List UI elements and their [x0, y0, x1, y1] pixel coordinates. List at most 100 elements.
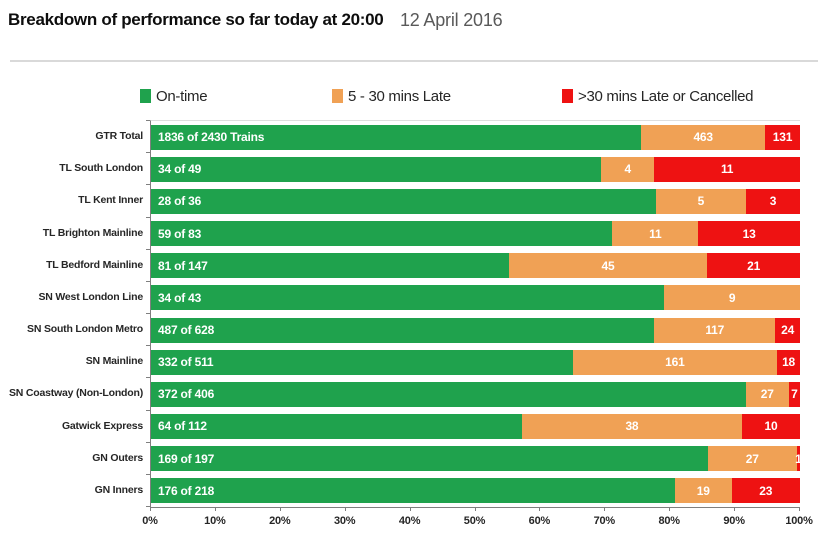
x-axis-label: 40%	[398, 515, 421, 527]
category-label: SN South London Metro	[27, 323, 143, 336]
bar-row: 34 of 49 4 11	[151, 153, 800, 185]
x-axis-label: 10%	[204, 515, 226, 527]
y-axis-tick	[146, 184, 150, 186]
bar-segment-late: 5	[655, 188, 746, 214]
stacked-bar: 28 of 36 5 3	[151, 188, 800, 214]
bar-value-label: 27	[745, 451, 759, 466]
x-axis-tick	[669, 507, 671, 511]
bar-value-label: 34 of 43	[158, 290, 202, 305]
bar-value-label: 18	[782, 355, 796, 370]
bar-segment-very-late: 18	[777, 349, 800, 375]
bar-value-label: 27	[760, 387, 774, 402]
x-axis-label: 0%	[142, 515, 158, 527]
x-axis-label: 100%	[785, 515, 813, 527]
bar-value-label: 19	[696, 483, 710, 498]
bar-value-label: 38	[625, 419, 639, 434]
bar-segment-late: 38	[521, 413, 743, 439]
bar-segment-very-late: 21	[707, 253, 800, 279]
page-title: Breakdown of performance so far today at…	[8, 10, 384, 29]
bar-segment-late: 161	[572, 349, 778, 375]
bar-value-label: 24	[781, 323, 795, 338]
bar-segment-on-time: 34 of 43	[151, 285, 665, 311]
x-axis-tick	[279, 507, 281, 511]
category-label: GN Outers	[92, 451, 143, 464]
category-label: TL South London	[59, 162, 143, 175]
bar-segment-on-time: 1836 of 2430 Trains	[151, 124, 642, 150]
bar-value-label: 176 of 218	[158, 483, 215, 498]
stacked-bar: 59 of 83 11 13	[151, 221, 800, 247]
x-axis-label: 80%	[658, 515, 680, 527]
x-axis-label: 50%	[463, 515, 486, 527]
bar-segment-late: 45	[508, 253, 708, 279]
category-label: TL Brighton Mainline	[42, 226, 143, 239]
late-swatch-icon	[332, 89, 343, 103]
bar-segment-very-late: 23	[731, 478, 800, 504]
bar-segment-late: 4	[601, 156, 655, 182]
x-axis-label: 20%	[269, 515, 291, 527]
y-axis-tick	[146, 313, 150, 314]
legend-label: On-time	[156, 87, 208, 105]
bar-segment-late: 117	[654, 317, 776, 343]
stacked-bar: 169 of 197 27 1	[151, 446, 802, 472]
y-axis-tick	[146, 506, 150, 507]
bar-value-label: 463	[693, 130, 713, 145]
bar-value-label: 7	[791, 387, 798, 402]
bar-value-label: 169 of 197	[158, 451, 215, 466]
y-axis-tick	[146, 345, 150, 347]
bar-row: 81 of 147 45 21	[151, 250, 800, 282]
x-axis-label: 60%	[528, 515, 551, 527]
x-axis-tick	[150, 507, 151, 511]
bar-row: 372 of 406 27 7	[151, 378, 800, 410]
category-label: SN West London Line	[38, 290, 143, 303]
bar-segment-very-late: 24	[775, 317, 800, 343]
title-divider	[10, 60, 818, 62]
category-label: TL Bedford Mainline	[46, 258, 143, 271]
bar-value-label: 5	[697, 194, 705, 209]
bar-row: 64 of 112 38 10	[151, 410, 800, 442]
legend-label: >30 mins Late or Cancelled	[578, 87, 754, 105]
report-date: 12 April 2016	[400, 10, 503, 30]
bar-segment-late: 19	[674, 478, 732, 504]
x-axis-tick	[604, 507, 606, 511]
bar-value-label: 1	[795, 451, 802, 466]
x-axis-label: 30%	[333, 515, 356, 527]
bar-segment-on-time: 81 of 147	[151, 253, 509, 279]
bar-value-label: 28 of 36	[158, 194, 202, 209]
y-axis-tick	[146, 377, 150, 379]
bar-value-label: 23	[759, 483, 773, 498]
x-axis-tick	[409, 507, 411, 511]
bar-segment-very-late: 3	[745, 188, 800, 214]
bar-value-label: 11	[649, 226, 662, 241]
stacked-bar: 34 of 43 9	[151, 285, 800, 311]
x-axis-tick	[539, 507, 541, 511]
bar-segment-very-late: 7	[788, 381, 800, 407]
y-axis-tick	[146, 152, 150, 154]
bar-value-label: 10	[764, 419, 778, 434]
category-label: GTR Total	[95, 130, 143, 143]
bar-value-label: 372 of 406	[158, 387, 215, 402]
bar-value-label: 21	[747, 258, 761, 273]
y-axis-tick	[146, 120, 150, 121]
bar-value-label: 11	[720, 162, 734, 177]
bar-row: 332 of 511 161 18	[151, 346, 800, 378]
bar-value-label: 332 of 511	[158, 355, 214, 370]
bar-segment-late: 9	[664, 285, 800, 311]
legend-item-very-late: >30 mins Late or Cancelled	[562, 85, 754, 107]
y-axis-tick	[146, 441, 150, 443]
bar-value-label: 161	[665, 355, 685, 370]
category-label: Gatwick Express	[61, 419, 143, 432]
bar-row: 176 of 218 19 23	[151, 475, 800, 507]
x-axis-tick	[474, 507, 476, 511]
bar-segment-very-late: 1	[795, 446, 802, 472]
bar-value-label: 34 of 49	[158, 162, 202, 177]
bar-segment-on-time: 332 of 511	[151, 349, 573, 375]
bar-segment-on-time: 372 of 406	[151, 381, 746, 407]
bar-value-label: 4	[624, 162, 632, 177]
legend-item-late: 5 - 30 mins Late	[332, 85, 451, 107]
bar-segment-very-late: 11	[654, 156, 800, 182]
category-label: SN Mainline	[85, 355, 144, 368]
bar-value-label: 81 of 147	[158, 258, 208, 273]
stacked-bar: 176 of 218 19 23	[151, 478, 800, 504]
bar-value-label: 131	[772, 130, 793, 145]
